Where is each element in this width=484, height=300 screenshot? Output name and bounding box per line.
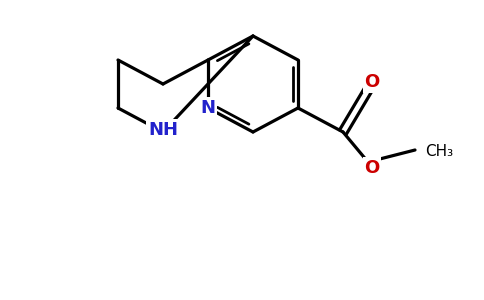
Text: CH₃: CH₃: [425, 145, 453, 160]
Text: O: O: [364, 159, 379, 177]
Text: O: O: [364, 73, 379, 91]
Text: NH: NH: [148, 121, 178, 139]
Text: N: N: [200, 99, 215, 117]
